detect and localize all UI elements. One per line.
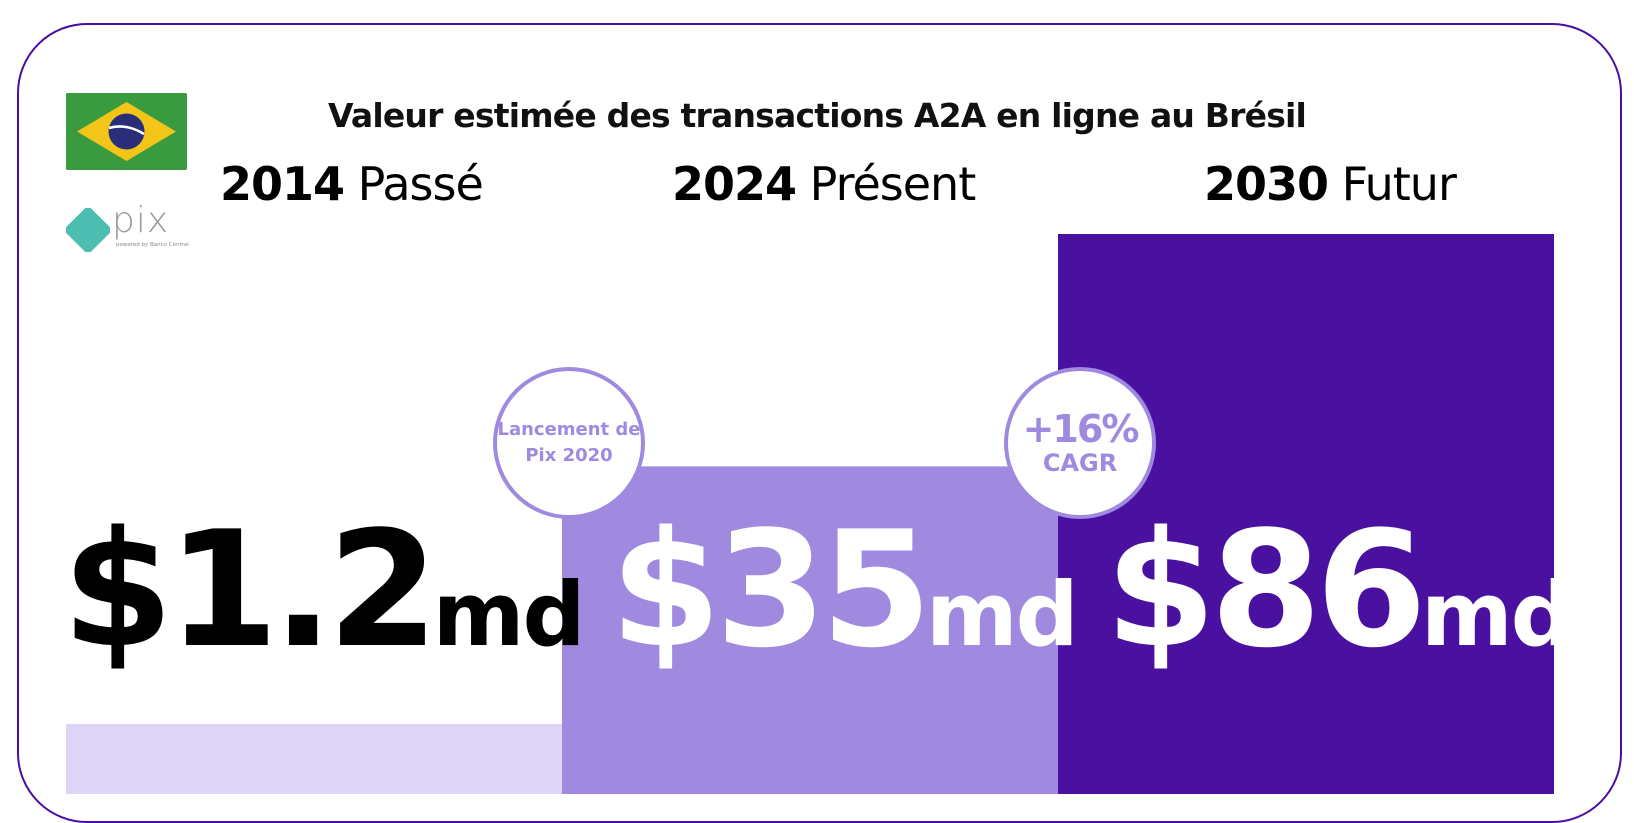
bar-2024 [562,466,1058,794]
period-year: 2014 [220,157,345,211]
period-2030: 2030 Futur [1204,157,1457,211]
bar-2014 [66,724,562,794]
period-year: 2024 [672,157,797,211]
value-number: $1.2 [62,496,439,683]
value-number: $35 [610,496,932,683]
pix-logo-icon: pix powered by Banco Central [66,200,191,254]
chart-title: Valeur estimée des transactions A2A en l… [327,96,1307,135]
period-label: Présent [809,157,977,211]
period-year: 2030 [1204,157,1329,211]
pix-wordmark: pix [112,200,170,241]
value-unit: md [1420,563,1574,666]
value-unit: md [432,563,586,666]
period-2024: 2024 Présent [672,157,977,211]
value-label-2024: $35md [610,510,1079,670]
cagr-value: +16% [1022,407,1140,451]
value-label-2030: $86md [1105,510,1574,670]
pix-tagline: powered by Banco Central [116,242,189,248]
cagr-label: CAGR [1042,449,1118,477]
brazil-flag-icon [66,93,187,170]
pix-launch-badge: Lancement de Pix 2020 [493,367,645,519]
cagr-badge: +16% CAGR [1004,367,1156,519]
value-unit: md [925,563,1079,666]
period-label: Passé [357,157,484,211]
bar-chart [66,234,1554,794]
badge-line: Pix 2020 [525,445,613,466]
bar-2030 [1058,234,1554,794]
period-2014: 2014 Passé [220,157,484,211]
value-number: $86 [1105,496,1427,683]
period-label: Futur [1341,157,1457,211]
badge-line: Lancement de [497,419,641,440]
value-label-2014: $1.2md [62,510,586,670]
